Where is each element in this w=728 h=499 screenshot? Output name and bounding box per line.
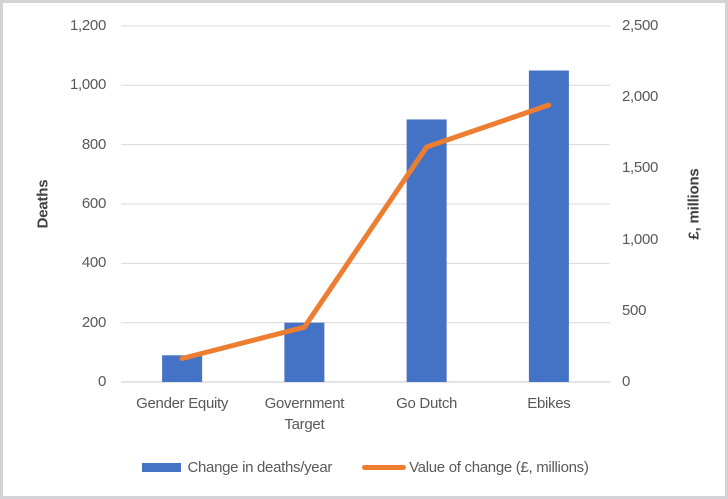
legend-label-deaths: Change in deaths/year: [187, 458, 333, 476]
right-axis-title: £, millions: [685, 168, 703, 240]
category-label: Gender Equity: [136, 395, 229, 412]
legend-label-value: Value of change (£, millions): [409, 458, 589, 476]
axis-tick-label: 1,000: [622, 230, 659, 248]
axis-tick-label: 2,000: [622, 88, 659, 106]
axis-tick-label: 1,200: [69, 17, 106, 34]
left-axis-title: Deaths: [34, 179, 52, 229]
legend-item-value: Value of change (£, millions): [362, 458, 589, 476]
axis-tick-label: 200: [81, 313, 106, 331]
category-label: Ebikes: [527, 395, 571, 412]
plot-area: [121, 25, 610, 383]
legend-bar-swatch-icon: [142, 462, 182, 472]
axis-tick-label: 0: [622, 373, 631, 390]
legend: Change in deaths/year Value of change (£…: [121, 455, 610, 479]
legend-item-deaths: Change in deaths/year: [142, 459, 332, 476]
axis-tick-label: 800: [81, 135, 106, 153]
axis-tick-label: 2,500: [622, 17, 659, 34]
category-label: Go Dutch: [396, 395, 458, 412]
value-line: [179, 102, 552, 362]
legend-line-swatch-icon: [362, 464, 407, 470]
bar-ebikes: [528, 70, 569, 382]
category-label: Government Target: [264, 395, 345, 433]
axis-tick-label: 400: [81, 254, 106, 272]
axis-tick-label: 0: [97, 373, 106, 390]
axis-tick-label: 1,500: [622, 159, 659, 177]
axis-tick-label: 1,000: [69, 76, 106, 94]
bar-go-dutch: [406, 119, 447, 382]
axis-tick-label: 500: [622, 301, 647, 319]
axis-tick-label: 600: [81, 195, 106, 212]
